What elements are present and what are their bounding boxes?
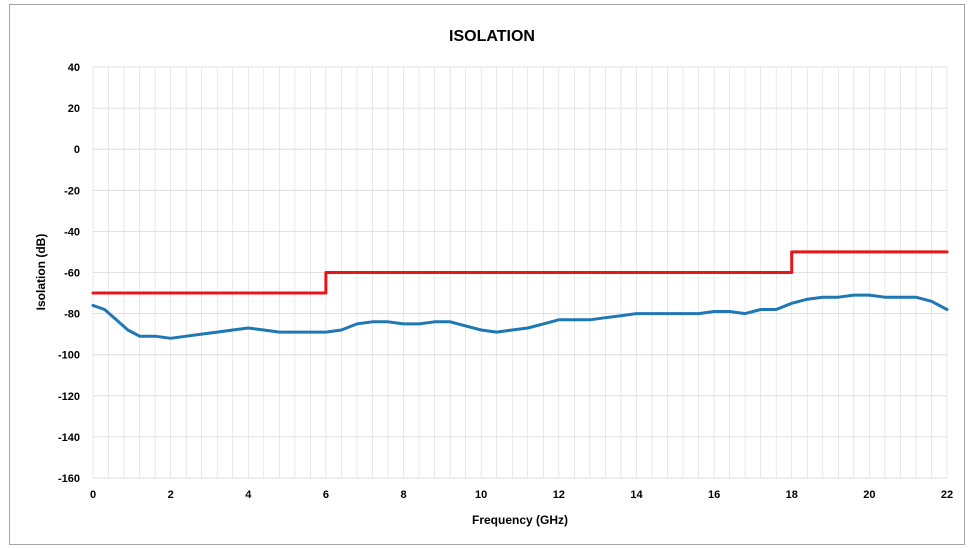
y-tick-label: 0	[74, 144, 80, 156]
x-tick-label: 14	[630, 489, 643, 501]
x-tick-label: 20	[863, 489, 875, 501]
y-tick-label: -140	[58, 432, 80, 444]
x-tick-label: 10	[475, 489, 487, 501]
x-tick-label: 4	[245, 489, 252, 501]
x-tick-label: 8	[400, 489, 406, 501]
y-tick-label: -40	[64, 226, 80, 238]
x-axis-title: Frequency (GHz)	[472, 513, 568, 527]
chart-frame	[9, 4, 965, 545]
x-tick-label: 22	[941, 489, 953, 501]
y-tick-labels: 40 20 0 -20 -40 -60 -80 -100 -120 -140 -160	[58, 62, 80, 485]
x-tick-label: 6	[323, 489, 329, 501]
y-axis-title: Isolation (dB)	[34, 234, 48, 311]
y-tick-label: -80	[64, 309, 80, 321]
y-tick-label: -120	[58, 391, 80, 403]
x-tick-label: 16	[708, 489, 720, 501]
x-tick-labels: 0 2 4 6 8 10 12 14 16 18 20 22	[90, 489, 953, 501]
limit-line	[91, 250, 949, 295]
x-tick-label: 18	[786, 489, 798, 501]
y-tick-label: 40	[68, 62, 80, 74]
y-tick-label: -60	[64, 268, 80, 280]
y-tick-label: -160	[58, 473, 80, 485]
chart-title: ISOLATION	[449, 28, 535, 45]
x-tick-label: 2	[168, 489, 174, 501]
y-tick-label: 20	[68, 103, 80, 115]
series	[91, 250, 949, 340]
y-tick-label: -100	[58, 350, 80, 362]
y-tick-label: -20	[64, 185, 80, 197]
x-tick-label: 12	[553, 489, 565, 501]
measured-line	[91, 293, 949, 340]
x-tick-label: 0	[90, 489, 96, 501]
